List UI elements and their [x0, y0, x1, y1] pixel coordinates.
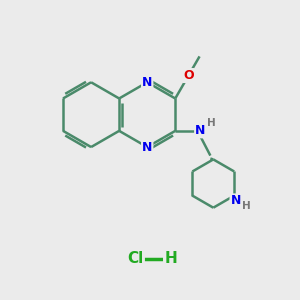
Text: H: H [207, 118, 216, 128]
Text: Cl: Cl [127, 251, 143, 266]
Text: O: O [183, 69, 194, 82]
Text: H: H [164, 251, 177, 266]
Text: H: H [242, 201, 250, 211]
Text: N: N [195, 124, 206, 137]
Text: N: N [142, 76, 152, 89]
Text: N: N [230, 194, 241, 207]
Text: N: N [142, 141, 152, 154]
